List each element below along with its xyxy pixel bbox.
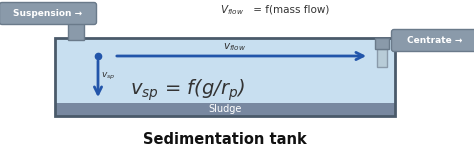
Bar: [377, 49, 387, 67]
FancyBboxPatch shape: [392, 30, 474, 52]
Text: Sludge: Sludge: [208, 104, 242, 114]
Bar: [375, 38, 389, 49]
Text: Sedimentation tank: Sedimentation tank: [143, 132, 307, 147]
Bar: [55, 103, 395, 116]
FancyBboxPatch shape: [0, 2, 97, 24]
Text: $v_{flow}$: $v_{flow}$: [224, 41, 246, 53]
Bar: [68, 22, 84, 40]
Text: $\mathit{v}_{sp}$ = f(g/r$_p$): $\mathit{v}_{sp}$ = f(g/r$_p$): [130, 77, 245, 103]
Bar: [55, 38, 395, 116]
Text: Centrate →: Centrate →: [407, 36, 462, 45]
Bar: [55, 38, 395, 103]
Text: $v_{sp}$: $v_{sp}$: [101, 70, 115, 82]
Text: Suspension →: Suspension →: [13, 9, 82, 18]
Text: $V_{flow}$: $V_{flow}$: [220, 3, 244, 17]
Text: = f(mass flow): = f(mass flow): [250, 5, 329, 15]
